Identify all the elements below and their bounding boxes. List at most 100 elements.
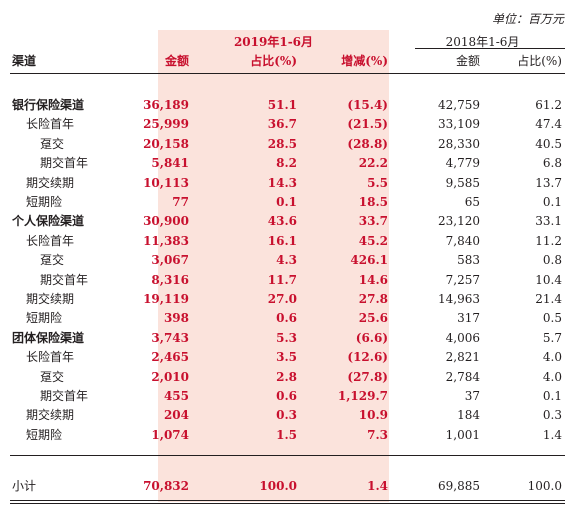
table-row: 期交首年 5,841 8.2 22.2 4,779 6.8 [0,154,574,173]
cell-change: 1,129.7 [337,389,388,403]
cell-share-2018: 6.8 [542,156,562,171]
total-amount-2019: 70,832 [143,479,189,493]
cell-change: 426.1 [350,253,388,268]
cell-share-2018: 61.2 [535,98,562,112]
cell-share-2018: 0.5 [542,311,562,326]
row-label: 长险首年 [26,233,75,248]
cell-change: 5.5 [367,175,388,190]
cell-share-2019: 36.7 [267,117,297,132]
cell-share-2019: 5.3 [276,330,297,345]
cell-amount-2018: 2,784 [445,369,480,384]
cell-amount-2018: 184 [457,408,480,423]
cell-change: (6.6) [355,330,388,345]
total-share-2019: 100.0 [259,479,297,493]
cell-change: 45.2 [358,233,388,248]
row-label: 趸交 [40,136,65,151]
cell-change: 18.5 [358,195,388,209]
table-row: 长险首年 11,383 16.1 45.2 7,840 11.2 [0,232,574,251]
cell-amount-2018: 4,779 [445,156,480,171]
cell-amount-2018: 317 [457,311,480,326]
cell-share-2018: 0.3 [542,408,562,423]
cell-amount-2019: 77 [172,195,189,209]
header-share-2018: 占比(%) [517,54,562,68]
row-label: 趸交 [40,253,65,268]
header-channel: 渠道 [12,54,37,68]
table-row: 趸交 20,158 28.5 (28.8) 28,330 40.5 [0,135,574,154]
row-label: 长险首年 [26,117,75,132]
cell-share-2018: 33.1 [535,214,562,229]
cell-share-2018: 21.4 [535,292,562,306]
cell-amount-2018: 42,759 [438,98,480,112]
cell-share-2019: 2.8 [276,369,297,384]
cell-amount-2018: 28,330 [438,136,480,151]
cell-change: 10.9 [358,408,388,423]
cell-change: (21.5) [347,117,388,132]
row-label: 期交首年 [40,272,89,287]
cell-share-2019: 0.1 [276,195,297,209]
header-share-2019: 占比(%) [250,54,297,68]
header-change: 增减(%) [341,54,388,68]
cell-share-2019: 51.1 [267,98,297,112]
total-top-rule [10,455,565,456]
cell-change: (27.8) [347,369,388,384]
cell-amount-2019: 398 [163,311,189,326]
cell-share-2019: 3.5 [276,350,297,365]
cell-amount-2018: 1,001 [445,427,480,442]
header-amount-2019: 金额 [164,54,189,68]
cell-change: (12.6) [347,350,388,365]
cell-share-2018: 13.7 [535,175,562,190]
row-label: 长险首年 [26,350,75,365]
cell-amount-2019: 5,841 [151,156,189,171]
row-label: 趸交 [40,369,65,384]
cell-amount-2018: 2,821 [445,350,480,365]
cell-share-2019: 0.3 [276,408,297,423]
cell-amount-2018: 14,963 [438,292,480,306]
highlight-column-2019 [158,30,389,502]
table-row: 团体保险渠道 3,743 5.3 (6.6) 4,006 5.7 [0,329,574,348]
cell-amount-2019: 8,316 [151,272,189,287]
table-row: 期交续期 204 0.3 10.9 184 0.3 [0,406,574,425]
row-label: 期交续期 [26,408,75,423]
cell-amount-2019: 10,113 [143,175,189,190]
table-row: 个人保险渠道 30,900 43.6 33.7 23,120 33.1 [0,212,574,231]
cell-share-2018: 10.4 [535,272,562,287]
table-row: 银行保险渠道 36,189 51.1 (15.4) 42,759 61.2 [0,96,574,115]
cell-amount-2019: 25,999 [143,117,189,132]
total-change: 1.4 [367,479,388,493]
cell-change: 22.2 [358,156,388,171]
cell-amount-2019: 204 [163,408,189,423]
cell-change: 27.8 [358,292,388,306]
cell-amount-2018: 7,257 [445,272,480,287]
cell-amount-2019: 19,119 [143,292,189,306]
cell-amount-2019: 30,900 [143,214,189,229]
cell-share-2019: 0.6 [276,311,297,326]
cell-amount-2018: 583 [457,253,480,268]
row-label: 期交首年 [40,389,89,403]
row-label: 期交续期 [26,175,75,190]
cell-amount-2018: 7,840 [445,233,480,248]
cell-amount-2019: 2,465 [151,350,189,365]
cell-amount-2018: 23,120 [438,214,480,229]
bottom-rule-2 [10,503,565,504]
cell-amount-2019: 1,074 [151,427,189,442]
total-amount-2018: 69,885 [438,479,480,493]
cell-amount-2018: 33,109 [438,117,480,132]
cell-amount-2019: 3,743 [151,330,189,345]
row-label: 银行保险渠道 [12,98,85,112]
cell-share-2019: 4.3 [276,253,297,268]
total-row: 小计 70,832 100.0 1.4 69,885 100.0 [0,477,574,496]
table-row: 期交续期 19,119 27.0 27.8 14,963 21.4 [0,290,574,309]
cell-share-2018: 1.4 [542,427,562,442]
row-label: 团体保险渠道 [12,330,85,345]
cell-change: (15.4) [347,98,388,112]
cell-change: 14.6 [358,272,388,287]
cell-amount-2018: 37 [464,389,480,403]
row-label: 个人保险渠道 [12,214,85,229]
cell-amount-2019: 2,010 [151,369,189,384]
cell-change: 25.6 [358,311,388,326]
cell-share-2019: 1.5 [276,427,297,442]
cell-share-2019: 8.2 [276,156,297,171]
row-label: 短期险 [26,195,63,209]
cell-share-2018: 0.1 [542,195,562,209]
table-row: 期交首年 8,316 11.7 14.6 7,257 10.4 [0,271,574,290]
